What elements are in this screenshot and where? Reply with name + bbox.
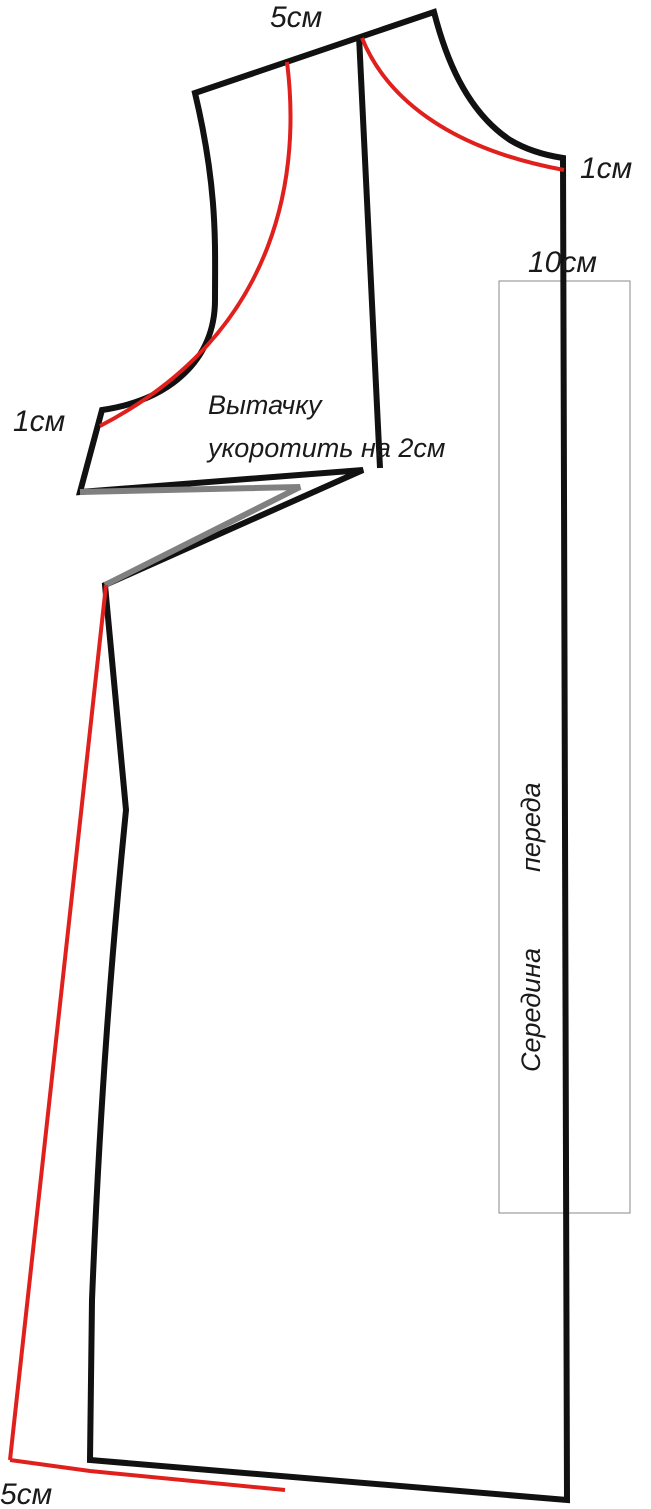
dart-note-line2: укоротить на 2см: [206, 433, 445, 463]
new-hem: [9, 1458, 286, 1492]
new-armhole: [99, 61, 293, 428]
label-shoulder: 5см: [270, 1, 322, 34]
new-side-seam: [8, 584, 108, 1461]
center-front-word2: переда: [516, 782, 546, 872]
dart-note-line1: Вытачку: [208, 390, 323, 420]
label-armhole-point: 1см: [13, 405, 65, 438]
dart-lines: [79, 484, 302, 588]
original-outline: [76, 8, 571, 1504]
label-hem: 5см: [0, 1478, 52, 1509]
label-neck-point: 1см: [580, 152, 632, 185]
center-front-word1: Середина: [516, 948, 546, 1072]
new-neckline: [360, 37, 565, 172]
label-front-width: 10см: [528, 246, 597, 279]
